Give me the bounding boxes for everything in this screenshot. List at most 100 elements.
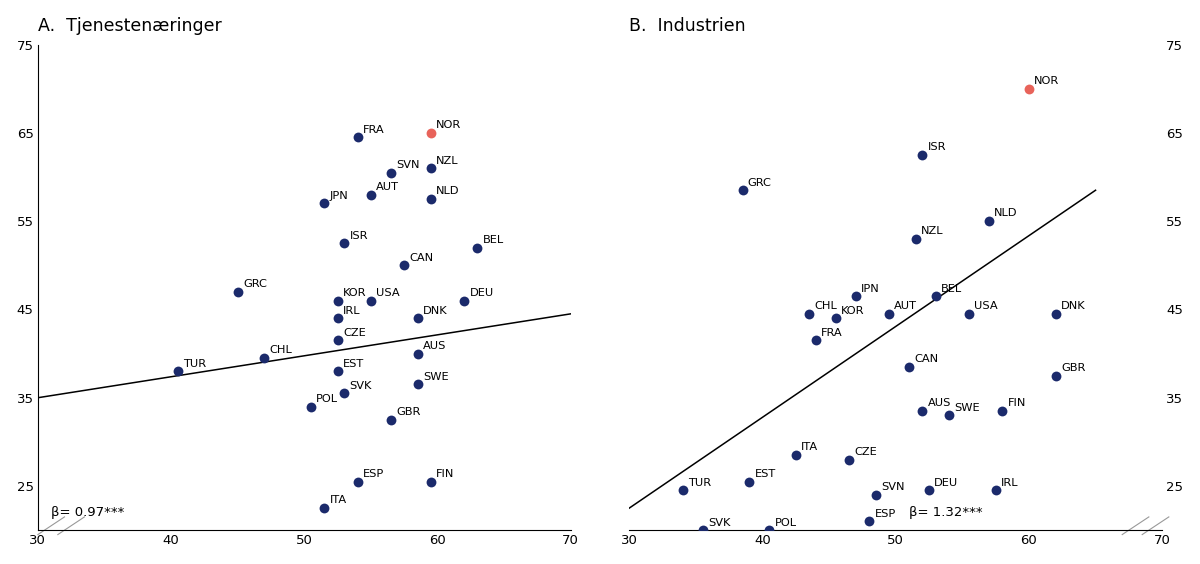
Point <box>168 367 187 376</box>
Text: JPN: JPN <box>330 191 348 201</box>
Text: GBR: GBR <box>1061 363 1085 373</box>
Point <box>314 504 334 513</box>
Point <box>361 190 380 199</box>
Text: POL: POL <box>317 394 338 404</box>
Text: B.  Industrien: B. Industrien <box>629 17 746 34</box>
Point <box>786 451 805 460</box>
Point <box>992 407 1012 416</box>
Text: KOR: KOR <box>841 306 864 316</box>
Point <box>986 486 1006 495</box>
Text: SVK: SVK <box>349 381 372 391</box>
Text: NZL: NZL <box>436 156 458 165</box>
Text: FIN: FIN <box>436 469 455 479</box>
Point <box>673 486 692 495</box>
Point <box>919 486 938 495</box>
Text: AUT: AUT <box>377 182 400 192</box>
Text: KOR: KOR <box>343 288 366 298</box>
Text: FRA: FRA <box>821 328 842 338</box>
Text: TUR: TUR <box>688 478 712 488</box>
Text: POL: POL <box>774 518 797 527</box>
Point <box>382 168 401 177</box>
Point <box>348 477 367 486</box>
Point <box>799 309 818 318</box>
Text: BEL: BEL <box>941 284 962 293</box>
Point <box>408 349 427 358</box>
Point <box>348 133 367 142</box>
Text: ITA: ITA <box>330 495 347 505</box>
Text: GRC: GRC <box>242 279 266 289</box>
Point <box>382 415 401 424</box>
Point <box>906 234 925 243</box>
Text: CAN: CAN <box>914 354 938 364</box>
Point <box>866 490 886 499</box>
Text: AUS: AUS <box>928 398 952 408</box>
Text: NLD: NLD <box>436 187 460 196</box>
Text: USA: USA <box>974 301 998 311</box>
Text: EST: EST <box>343 359 364 369</box>
Point <box>692 526 712 535</box>
Point <box>760 526 779 535</box>
Text: GBR: GBR <box>396 407 420 417</box>
Text: DEU: DEU <box>469 288 493 298</box>
Point <box>739 477 758 486</box>
Point <box>859 517 878 526</box>
Point <box>301 402 320 411</box>
Text: ISR: ISR <box>928 142 946 152</box>
Text: IRL: IRL <box>343 306 360 316</box>
Point <box>979 217 998 226</box>
Text: FIN: FIN <box>1008 398 1026 408</box>
Point <box>940 411 959 420</box>
Point <box>395 261 414 270</box>
Point <box>254 354 274 363</box>
Text: SVK: SVK <box>708 518 731 527</box>
Text: DEU: DEU <box>935 478 959 488</box>
Text: ITA: ITA <box>802 443 818 452</box>
Text: IPN: IPN <box>862 284 880 293</box>
Text: NOR: NOR <box>1034 76 1060 86</box>
Point <box>421 195 440 204</box>
Point <box>408 314 427 323</box>
Text: β= 0.97***: β= 0.97*** <box>52 506 125 519</box>
Text: BEL: BEL <box>482 235 504 245</box>
Text: EST: EST <box>755 469 775 479</box>
Text: CZE: CZE <box>854 447 877 457</box>
Point <box>335 239 354 248</box>
Text: CZE: CZE <box>343 328 366 338</box>
Text: A.  Tjenestenæringer: A. Tjenestenæringer <box>38 17 222 34</box>
Point <box>846 292 865 301</box>
Text: CHL: CHL <box>815 301 838 311</box>
Point <box>826 314 845 323</box>
Text: DNK: DNK <box>1061 301 1086 311</box>
Point <box>421 129 440 138</box>
Point <box>840 455 859 464</box>
Text: NZL: NZL <box>922 226 943 236</box>
Point <box>455 296 474 305</box>
Text: NOR: NOR <box>436 120 462 130</box>
Text: CHL: CHL <box>270 345 293 355</box>
Point <box>328 314 347 323</box>
Text: GRC: GRC <box>748 178 772 188</box>
Text: β= 1.32***: β= 1.32*** <box>910 506 983 519</box>
Point <box>959 309 978 318</box>
Point <box>926 292 946 301</box>
Text: AUT: AUT <box>894 301 917 311</box>
Point <box>421 477 440 486</box>
Point <box>1046 371 1066 380</box>
Point <box>335 389 354 398</box>
Text: TUR: TUR <box>184 359 206 369</box>
Point <box>1046 309 1066 318</box>
Point <box>806 336 826 345</box>
Text: IRL: IRL <box>1001 478 1019 488</box>
Point <box>913 407 932 416</box>
Point <box>328 296 347 305</box>
Point <box>328 367 347 376</box>
Text: CAN: CAN <box>409 253 433 263</box>
Point <box>228 287 247 296</box>
Text: ISR: ISR <box>349 231 368 241</box>
Text: SVN: SVN <box>881 482 905 492</box>
Text: ESP: ESP <box>362 469 384 479</box>
Point <box>913 151 932 160</box>
Text: USA: USA <box>377 288 400 298</box>
Text: SWE: SWE <box>422 372 449 382</box>
Text: ESP: ESP <box>875 509 895 519</box>
